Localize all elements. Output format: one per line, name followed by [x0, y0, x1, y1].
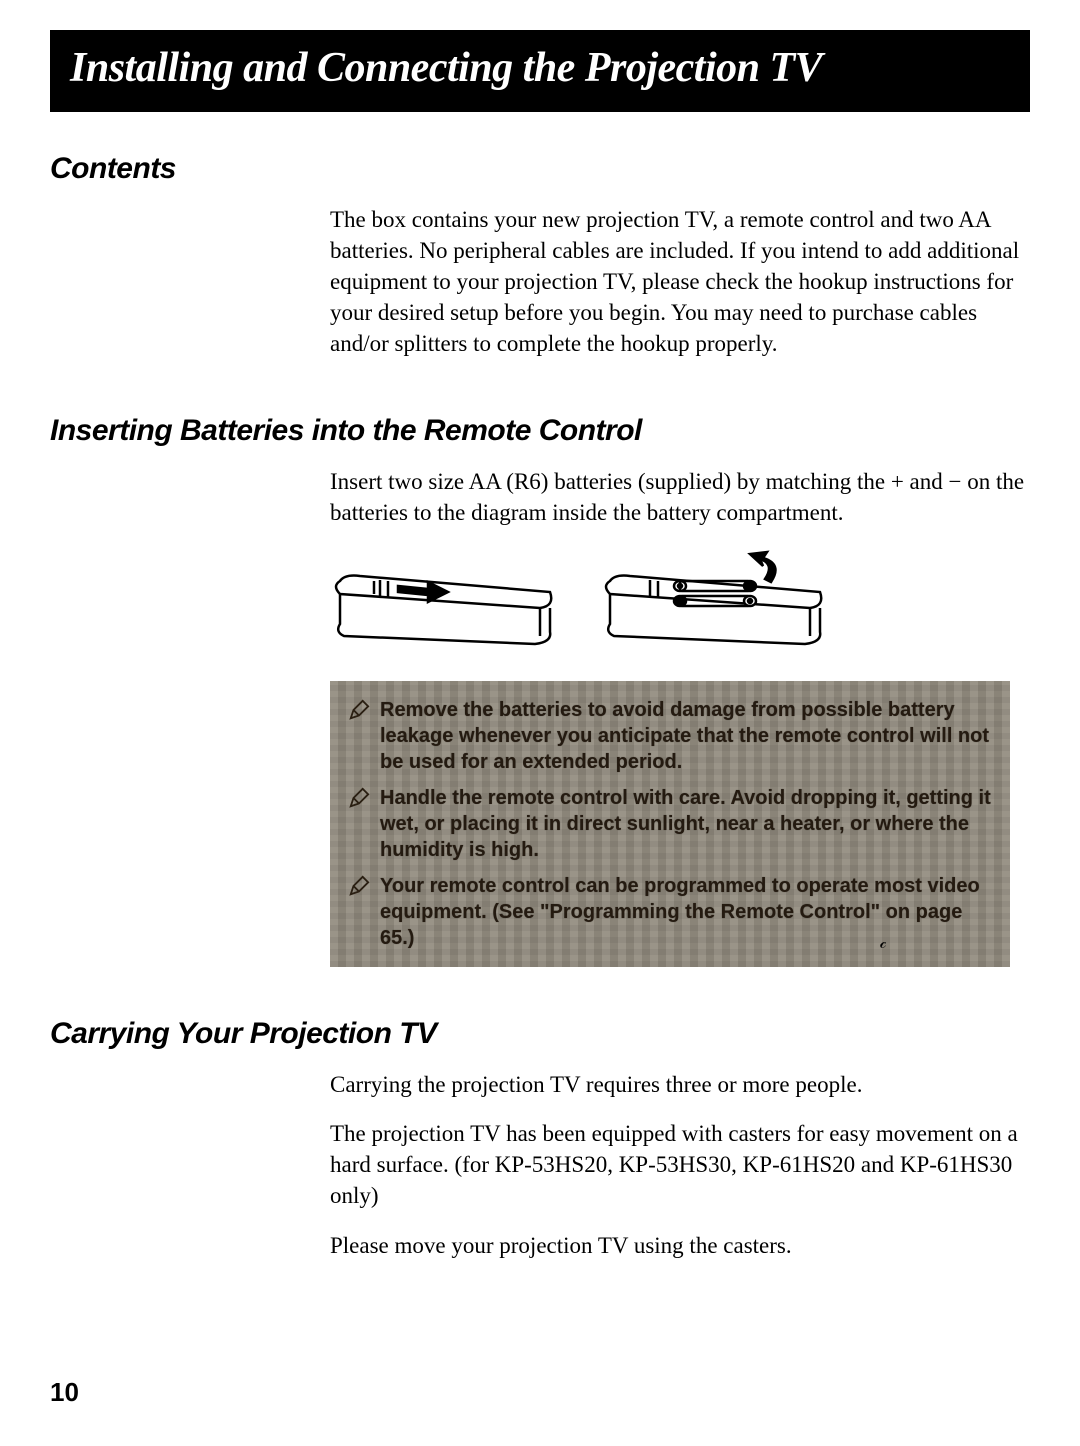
title-bar: Installing and Connecting the Projection… [50, 30, 1030, 112]
batteries-heading: Inserting Batteries into the Remote Cont… [50, 414, 1030, 448]
pencil-icon [348, 699, 370, 721]
tips-box: Remove the batteries to avoid damage fro… [330, 681, 1010, 967]
carrying-p3: Please move your projection TV using the… [330, 1230, 1030, 1261]
remote-batteries-diagram [600, 546, 830, 656]
tip-item: Remove the batteries to avoid damage fro… [348, 697, 992, 775]
page-number: 10 [50, 1377, 79, 1408]
tip-item: Your remote control can be programmed to… [348, 873, 992, 951]
carrying-p2: The projection TV has been equipped with… [330, 1118, 1030, 1211]
carrying-p1: Carrying the projection TV requires thre… [330, 1069, 1030, 1100]
stray-mark: 𝒸 [880, 935, 886, 953]
battery-diagrams [330, 546, 1030, 656]
carrying-heading: Carrying Your Projection TV [50, 1017, 1030, 1051]
batteries-text: Insert two size AA (R6) batteries (suppl… [330, 466, 1030, 528]
pencil-icon [348, 875, 370, 897]
contents-section: Contents The box contains your new proje… [50, 152, 1030, 359]
batteries-section: Inserting Batteries into the Remote Cont… [50, 414, 1030, 967]
contents-heading: Contents [50, 152, 1030, 186]
tip-text: Remove the batteries to avoid damage fro… [380, 697, 992, 775]
contents-text: The box contains your new projection TV,… [330, 204, 1030, 359]
pencil-icon [348, 787, 370, 809]
carrying-section: Carrying Your Projection TV Carrying the… [50, 1017, 1030, 1260]
remote-open-diagram [330, 546, 560, 656]
tip-text: Your remote control can be programmed to… [380, 873, 992, 951]
tip-item: Handle the remote control with care. Avo… [348, 785, 992, 863]
page-title: Installing and Connecting the Projection… [70, 44, 1010, 92]
tip-text: Handle the remote control with care. Avo… [380, 785, 992, 863]
